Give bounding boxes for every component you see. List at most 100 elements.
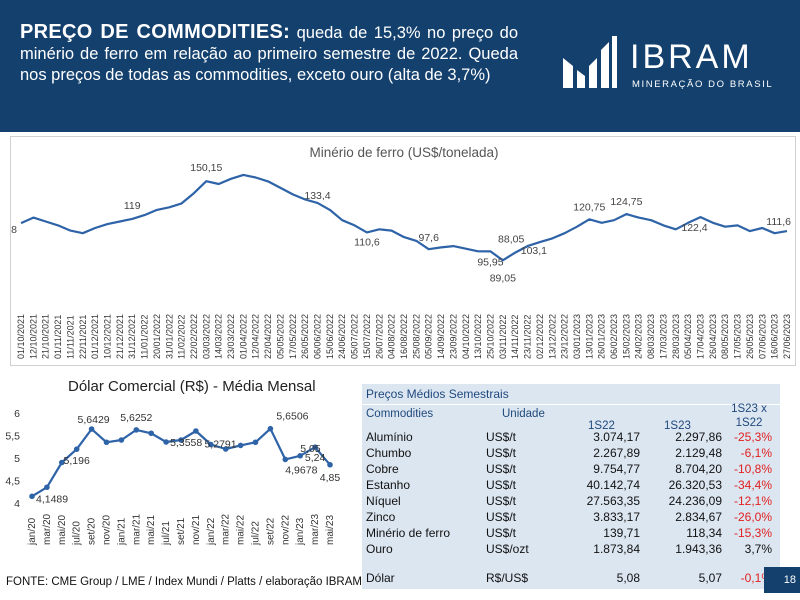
dollar-data-label: 5,3558 (170, 437, 202, 449)
dollar-y-tick-label: 5,5 (5, 431, 20, 443)
table-cell-commodity: Níquel (366, 494, 401, 508)
table-header-unit: Unidade (502, 408, 545, 420)
dollar-y-tick-label: 4 (14, 498, 20, 510)
iron-x-tick-label: 03/11/2022 (498, 315, 508, 359)
table-cell-unit: US$/t (486, 478, 517, 492)
dollar-point (44, 484, 50, 491)
iron-x-tick-label: 11/11/2021 (65, 315, 75, 359)
footer-source: FONTE: CME Group / LME / Index Mundi / P… (6, 576, 362, 588)
dollar-x-tick-label: mai/21 (146, 515, 157, 545)
dollar-x-tick-label: mai/23 (325, 515, 336, 545)
dollar-point (282, 456, 289, 463)
ibram-logo-icon (563, 36, 617, 88)
iron-x-tick-label: 31/12/2021 (127, 314, 137, 359)
dollar-x-tick-label: jul/22 (251, 521, 262, 546)
table-cell-change: -25,3% (733, 430, 772, 444)
iron-data-label: 103,1 (521, 245, 547, 257)
iron-x-tick-label: 24/02/2023 (634, 314, 644, 359)
table-cell-change: -12,1% (733, 494, 772, 508)
iron-x-tick-label: 17/04/2023 (696, 314, 706, 359)
iron-x-tick-label: 26/05/2022 (300, 314, 310, 359)
iron-x-tick-label: 15/07/2022 (362, 314, 372, 359)
iron-x-tick-label: 25/10/2022 (485, 314, 495, 359)
iron-x-tick-label: 13/10/2022 (473, 314, 483, 359)
iron-x-tick-label: 01/10/2021 (16, 314, 26, 359)
iron-series-line (20, 173, 788, 262)
dollar-point (103, 439, 110, 446)
iron-x-tick-label: 01/12/2021 (90, 314, 100, 359)
dollar-x-tick-label: set/20 (87, 517, 98, 545)
iron-x-tick-label: 06/06/2022 (313, 314, 323, 359)
iron-x-tick-label: 08/03/2023 (646, 314, 656, 359)
iron-x-tick-label: 15/06/2022 (325, 314, 335, 359)
dollar-point (327, 461, 333, 468)
table-cell-1s23: 1.943,36 (675, 542, 722, 556)
iron-x-tick-label: 27/06/2023 (782, 314, 792, 359)
iron-x-tick-label: 22/11/2021 (78, 315, 88, 359)
iron-x-tick-label: 07/06/2023 (757, 314, 767, 359)
dollar-data-label: 5,24 (305, 452, 326, 464)
table-cell-commodity: Estanho (366, 478, 411, 492)
iron-x-tick-label: 01/11/2021 (53, 315, 63, 359)
table-cell-unit: US$/t (486, 446, 517, 460)
dollar-data-label: 4,9678 (285, 464, 317, 476)
dollar-point (59, 459, 65, 466)
header-banner: PREÇO DE COMMODITIES: queda de 15,3% no … (0, 0, 800, 132)
iron-x-tick-label: 24/06/2022 (337, 314, 347, 359)
iron-data-label: 117,8 (11, 224, 17, 236)
table-cell-1s22: 2.267,89 (593, 446, 640, 460)
dollar-x-tick-label: set/21 (176, 517, 187, 545)
table-cell-unit: US$/t (486, 526, 517, 540)
table-cell-commodity: Zinco (366, 510, 396, 524)
table-header-commodities: Commodities (366, 408, 434, 420)
table-cell-1s22: 1.873,84 (593, 542, 640, 556)
logo-subtitle: MINERAÇÃO DO BRASIL (632, 79, 774, 90)
iron-x-tick-label: 14/03/2022 (214, 314, 224, 359)
dollar-data-label: 5,6252 (120, 412, 152, 424)
table-cell-1s23: 2.129,48 (675, 446, 722, 460)
dollar-chart-title: Dólar Comercial (R$) - Média Mensal (68, 378, 316, 395)
dollar-point (237, 442, 244, 449)
table-cell-unit: US$/t (486, 510, 517, 524)
iron-data-label: 150,15 (190, 162, 222, 174)
iron-x-tick-label: 17/03/2023 (658, 314, 668, 359)
dollar-point (208, 441, 214, 448)
iron-x-tick-label: 15/02/2023 (621, 314, 631, 359)
iron-x-tick-label: 10/12/2021 (102, 314, 112, 359)
iron-data-label: 120,75 (573, 201, 605, 213)
iron-x-tick-label: 12/04/2022 (251, 314, 261, 359)
iron-data-label: 122,4 (681, 222, 707, 234)
dollar-data-label: 5,05 (300, 443, 321, 455)
iron-x-tick-label: 21/10/2021 (41, 314, 51, 359)
dollar-y-tick-label: 5 (14, 453, 20, 465)
table-cell-1s22: 27.563,35 (586, 494, 640, 508)
iron-x-tick-label: 20/01/2022 (152, 314, 162, 359)
iron-x-tick-label: 23/03/2022 (226, 314, 236, 359)
dollar-point (252, 439, 259, 446)
table-cell-commodity: Minério de ferro (366, 526, 451, 540)
dollar-point (29, 493, 35, 500)
dollar-data-label: 5,6429 (78, 414, 110, 426)
table-cell-unit: US$/ozt (486, 542, 529, 556)
table-cell-1s22: 3.074,17 (593, 430, 640, 444)
dollar-point (163, 439, 169, 445)
iron-data-label: 95,95 (477, 256, 503, 268)
dollar-point (193, 428, 199, 434)
dollar-data-label: 4,1489 (36, 493, 68, 505)
dollar-data-label: 4,85 (320, 472, 341, 484)
dollar-point (88, 426, 95, 432)
iron-x-tick-label: 05/05/2022 (275, 314, 285, 359)
iron-x-tick-label: 05/04/2023 (683, 314, 693, 359)
iron-x-tick-label: 23/09/2022 (448, 314, 458, 359)
table-cell-change: 3,7% (744, 542, 772, 556)
iron-data-label: 111,6 (766, 216, 791, 228)
dollar-point (148, 430, 154, 437)
dollar-y-tick-label: 4,5 (5, 476, 20, 488)
iron-x-tick-label: 26/05/2023 (745, 314, 755, 359)
dollar-x-tick-label: jan/20 (27, 517, 38, 546)
iron-x-tick-label: 16/06/2023 (770, 314, 780, 359)
dollar-x-tick-label: mar/23 (310, 513, 321, 545)
page-number: 18 (764, 567, 800, 593)
table-cell-1s22: 9.754,77 (593, 462, 640, 476)
iron-x-tick-label: 26/01/2023 (597, 314, 607, 359)
